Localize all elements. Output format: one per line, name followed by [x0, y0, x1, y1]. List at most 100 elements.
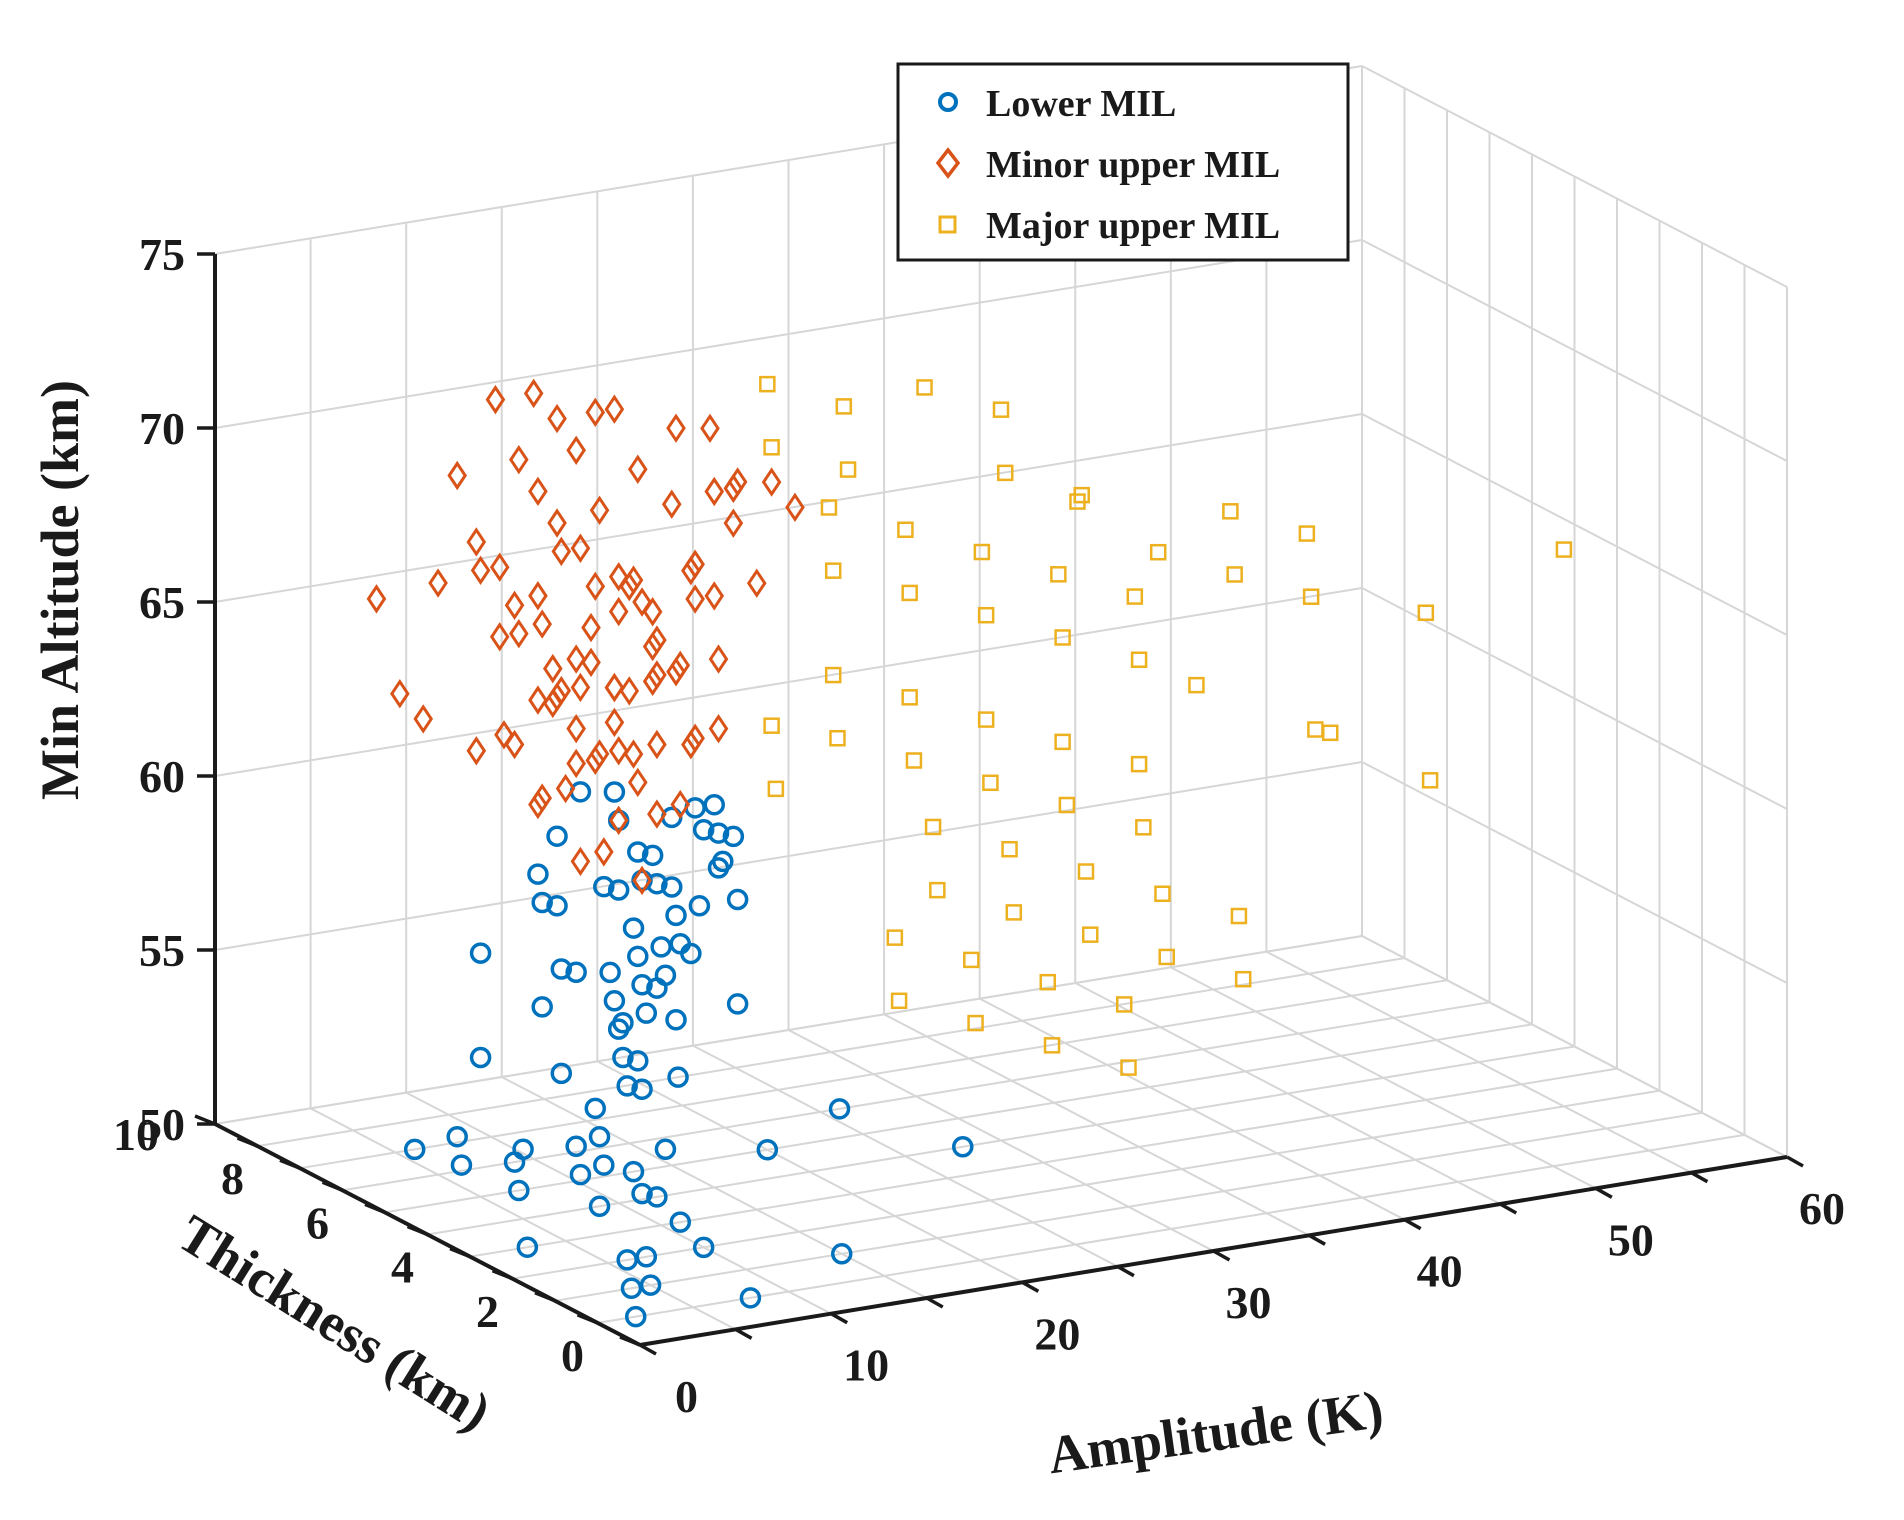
y-tick-mark: [236, 1136, 259, 1148]
lower-mil-point: [593, 875, 615, 898]
x-tick-label: 20: [1034, 1308, 1080, 1359]
major-upper-mil-point: [1421, 772, 1439, 789]
lower-mil-point: [469, 942, 492, 964]
major-upper-mil-point: [835, 398, 853, 415]
minor-upper-mil-point: [528, 476, 548, 507]
major-upper-mil-point: [977, 711, 995, 728]
major-upper-mil-point: [916, 379, 933, 396]
y-tick-mark: [576, 1313, 599, 1325]
lower-mil-point: [692, 1236, 715, 1259]
z-tick-label: 60: [139, 751, 185, 802]
minor-upper-mil-point: [642, 597, 663, 627]
side-wall-grid-line: [1361, 935, 1788, 1158]
major-upper-mil-point: [1069, 493, 1086, 510]
major-upper-mil-point: [759, 375, 776, 393]
minor-upper-mil-point: [585, 745, 606, 776]
major-upper-mil-point: [901, 584, 918, 602]
major-upper-mil-point: [1115, 996, 1133, 1013]
y-tick-label: 4: [391, 1242, 414, 1293]
major-upper-mil-point: [1298, 525, 1316, 542]
minor-upper-mil-point: [647, 799, 667, 829]
y-tick-mark: [406, 1224, 429, 1237]
major-upper-mil-point: [997, 464, 1014, 482]
lower-mil-point: [508, 1179, 530, 1202]
major-upper-mil-point: [901, 689, 918, 706]
major-upper-mil-point: [839, 461, 857, 478]
minor-upper-mil-point: [528, 685, 548, 715]
minor-upper-mil-point: [589, 739, 610, 769]
minor-upper-mil-point: [570, 533, 591, 563]
side-wall-grid-line: [1361, 761, 1788, 984]
back-wall-grid-line: [214, 761, 1363, 951]
legend-item-minor-upper-mil: Minor upper MIL: [935, 144, 1280, 186]
lower-mil-point: [599, 961, 621, 984]
lower-mil-point: [565, 961, 587, 984]
lower-mil-point: [831, 1243, 853, 1265]
major-upper-mil-point: [1135, 819, 1152, 836]
lower-mil-point: [450, 1154, 473, 1176]
x-tick-label: 50: [1608, 1214, 1654, 1265]
minor-upper-mil-point: [608, 805, 629, 836]
x-axis-title: Amplitude (K): [1044, 1379, 1387, 1485]
minor-upper-mil-point: [542, 688, 563, 719]
x-tick-mark: [1499, 1202, 1518, 1215]
lower-mil-point: [646, 1186, 668, 1208]
lower-mil-point: [593, 1154, 615, 1176]
lower-mil-point: [531, 996, 553, 1018]
major-upper-mil-point: [1130, 755, 1148, 773]
major-upper-mil-point: [929, 881, 946, 899]
major-upper-mil-point: [1230, 907, 1248, 925]
y-tick-label: 2: [476, 1286, 499, 1337]
lower-mil-point: [665, 904, 687, 927]
minor-upper-mil-point: [685, 584, 705, 614]
lower-mil-point: [703, 793, 725, 816]
minor-upper-mil-point: [700, 413, 720, 444]
legend-circle-marker: [938, 92, 958, 112]
lower-mil-point: [622, 917, 645, 939]
minor-upper-mil-point: [528, 581, 548, 611]
floor-grid-line: [257, 957, 1405, 1148]
minor-upper-mil-point: [708, 644, 729, 674]
lower-mil-point: [607, 879, 630, 901]
floor-grid-line: [512, 1089, 1660, 1280]
major-upper-mil-point: [1234, 970, 1252, 988]
x-tick-mark: [1403, 1218, 1422, 1231]
minor-upper-mil-point: [494, 720, 514, 750]
x-tick-mark: [830, 1312, 849, 1325]
legend-label: Lower MIL: [986, 83, 1176, 125]
minor-upper-mil-point: [632, 865, 652, 896]
minor-upper-mil-point: [566, 713, 586, 744]
minor-upper-mil-point: [581, 612, 601, 643]
lower-mil-point: [512, 1138, 534, 1160]
major-upper-mil-point: [1154, 885, 1171, 903]
lower-mil-point: [641, 844, 664, 867]
major-upper-mil-point: [1039, 973, 1057, 991]
major-upper-mil-point: [967, 1014, 984, 1032]
lower-mil-point: [550, 958, 573, 980]
x-tick-mark: [1786, 1155, 1804, 1168]
minor-upper-mil-point: [619, 676, 640, 706]
side-wall-grid-line: [1361, 239, 1788, 462]
minor-upper-mil-point: [470, 555, 491, 586]
lower-mil-point: [531, 891, 553, 914]
major-upper-mil-point: [1149, 543, 1167, 561]
lower-mil-point: [722, 825, 745, 848]
minor-upper-mil-point: [647, 729, 667, 760]
lower-mil-point: [756, 1138, 779, 1161]
y-tick-mark: [364, 1202, 386, 1215]
x-tick-mark: [1308, 1233, 1326, 1246]
minor-upper-mil-point: [608, 562, 629, 592]
lower-mil-point: [603, 781, 626, 803]
minor-upper-mil-point: [761, 467, 782, 497]
minor-upper-mil-point: [390, 678, 410, 709]
minor-upper-mil-point: [685, 549, 705, 579]
minor-upper-mil-point: [681, 729, 701, 760]
lower-mil-point: [565, 1135, 587, 1158]
minor-upper-mil-point: [509, 444, 529, 475]
x-tick-label: 10: [843, 1340, 889, 1391]
data-points: [366, 375, 1573, 1328]
major-upper-mil-point: [1130, 651, 1148, 668]
minor-upper-mil-point: [642, 666, 663, 697]
lower-mil-point: [403, 1138, 426, 1161]
